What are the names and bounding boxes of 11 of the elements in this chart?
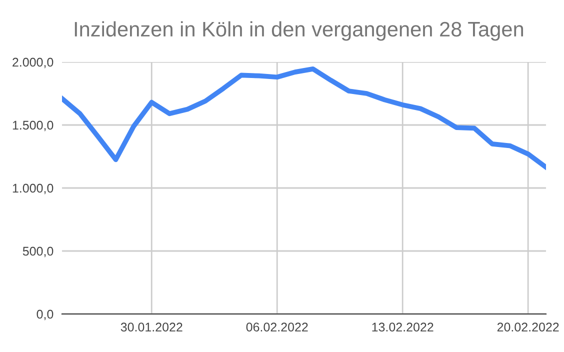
x-tick-label: 13.02.2022 [372,322,434,332]
line-series [62,66,546,170]
x-tick-label: 30.01.2022 [120,322,182,332]
y-tick-label: 0,0 [36,310,54,320]
x-tick-label: 06.02.2022 [246,322,308,332]
chart-title: Inzidenzen in Köln in den vergangenen 28 Tagen [74,21,524,41]
x-tick-label: 20.02.2022 [497,322,559,332]
y-tick-label: 500,0 [22,246,54,258]
y-tick-label: 2.000,0 [12,58,54,68]
y-tick-label: 1.500,0 [12,120,54,132]
y-tick-label: 1.000,0 [12,184,54,194]
